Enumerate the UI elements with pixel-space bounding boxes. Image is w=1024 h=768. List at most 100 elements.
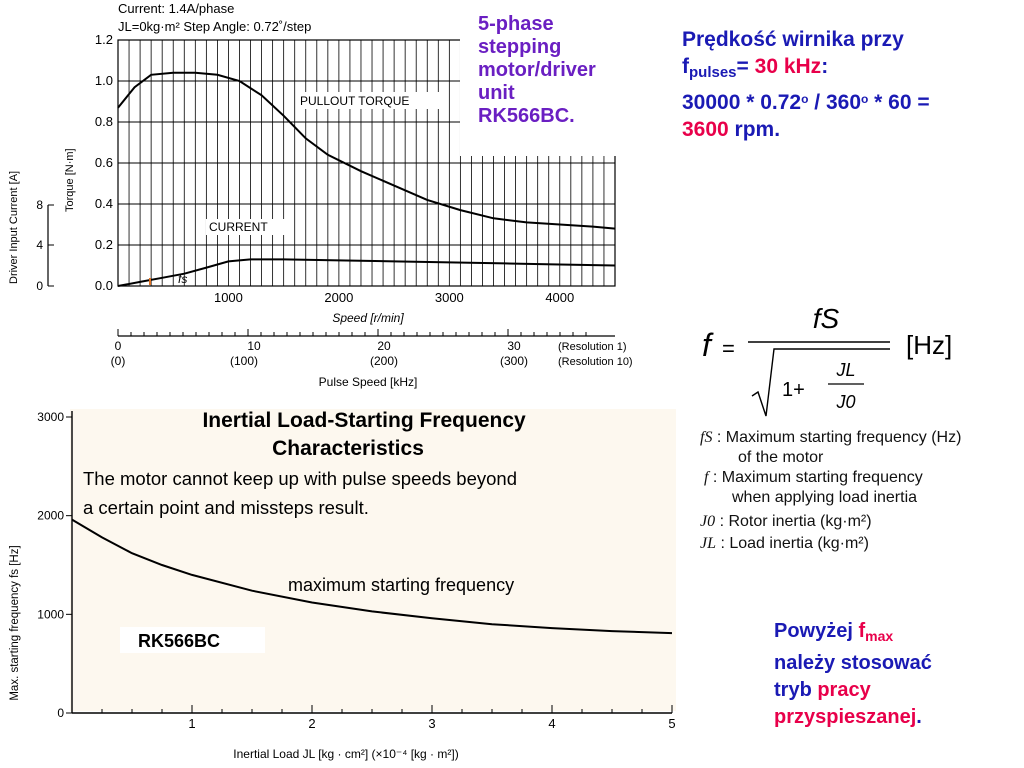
speed-axis-label: Speed [r/min] [332,311,404,325]
pulse-tick-label-res10: (100) [230,354,258,368]
rpm-result: 3600 [682,118,729,141]
starting-frequency-formula: f = fS 1+ JL J0 [Hz] [702,303,952,417]
fs-label: fs [178,272,187,286]
speed-f: f [682,55,689,78]
chart-subtitle-line2: a certain point and missteps result. [83,497,369,518]
legend-row: J0 : Rotor inertia (kg·m²) [700,512,1024,532]
product-label-box [460,8,632,156]
formula-j0: J0 [835,392,855,412]
torque-tick-label: 0.8 [95,114,113,129]
header-current: Current: 1.4A/phase [118,1,234,16]
frequency-tick-label: 0 [57,706,64,720]
formula-numerator: fS [813,303,840,334]
speed-line4: 3600 rpm. [682,116,1022,143]
formula-one-plus: 1+ [782,379,805,401]
legend-symbol: JL [700,535,716,552]
speed-tick-label: 2000 [324,290,353,305]
chart-title-line1: Inertial Load-Starting Frequency [202,409,526,432]
accel-line3: tryb pracy [774,677,1019,704]
accel-word1: Powyżej [774,620,859,642]
current-label: CURRENT [209,220,268,234]
pulse-tick-label-res10: (0) [111,354,126,368]
speed-deg: o [861,92,869,106]
speed-calc-b: / 360 [808,91,861,114]
speed-line1: Prędkość wirnika przy [682,28,904,51]
speed-tick-label: 4000 [545,290,574,305]
current-label-box [206,219,288,235]
model-label-box [120,627,265,653]
pulse-tick-label: 0 [115,339,122,353]
pulse-frequency-value: 30 kHz [754,55,822,78]
speed-eq: = [736,55,755,78]
acceleration-note: Powyżej fmax należy stosować tryb pracy … [774,618,1019,731]
legend-symbol: fS [700,429,713,446]
legend-row: JL : Load inertia (kg·m²) [700,534,1024,554]
legend-row: when applying load inertia [700,488,1024,508]
speed-line2: fpulses= 30 kHz: [682,53,1022,86]
series-line-current [117,258,616,287]
speed-deg: o [801,92,809,106]
torque-tick-label: 0.6 [95,155,113,170]
speed-tick-labels: 1000 2000 3000 4000 [214,290,574,305]
torque-tick-label: 0.0 [95,278,113,293]
resolution-1-label: (Resolution 1) [558,341,626,353]
accel-dot: . [916,706,922,728]
frequency-tick-label: 3000 [37,410,64,424]
legend-row: f : Maximum starting frequency [700,468,1024,488]
fmax-f: f [858,620,866,642]
product-label-line: unit [478,82,515,104]
chart-background [70,409,676,711]
legend-symbol: J0 [700,513,716,530]
chart-title-line2: Characteristics [272,437,424,460]
pulse-axis-ticks [117,329,587,336]
formula-sqrt-sign [751,348,890,417]
torque-tick-label: 1.0 [95,73,113,88]
torque-axis-label: Torque [N·m] [64,148,76,212]
torque-tick-label: 0.4 [95,196,113,211]
product-label-line: motor/driver [478,59,596,81]
top-chart-series [117,71,616,287]
torque-tick-label: 1.2 [95,32,113,47]
inertial-load-tick-label: 1 [188,716,195,731]
resolution-10-label: (Resolution 10) [558,356,633,368]
pulse-tick-label-res10: (300) [500,354,528,368]
inertial-load-tick-label: 4 [548,716,555,731]
speed-colon: : [821,55,829,78]
pulse-tick-label-res10: (200) [370,354,398,368]
formula-equals: = [722,336,735,361]
accel-line4: przyspieszanej. [774,704,1019,731]
pulse-tick-label: 10 [247,339,261,353]
current-tick-label: 4 [36,238,43,252]
frequency-tick-label: 2000 [37,509,64,523]
accel-tryb: tryb [774,679,818,701]
inertial-load-tick-label: 3 [428,716,435,731]
legend-text: : Load inertia (kg·m²) [720,535,869,552]
torque-speed-chart: Current: 1.4A/phase JL=0kg·m² Step Angle… [8,1,633,389]
formula-unit: [Hz] [906,330,952,360]
pullout-label-box [296,92,446,109]
rpm-unit: rpm. [728,118,781,141]
torque-tick-label: 0.2 [95,237,113,252]
current-tick-label: 0 [36,279,43,293]
product-label-line: stepping [478,36,561,58]
frequency-axis-label: Max. starting frequency fs [Hz] [9,545,21,700]
inertial-load-axis-label: Inertial Load JL [kg · cm²] (×10⁻⁴ [kg ·… [233,747,458,761]
product-label-line: RK566BC. [478,105,575,127]
fmax-sub: max [865,628,894,644]
accel-line1: Powyżej fmax [774,618,1019,650]
chart-subtitle: The motor cannot keep up with pulse spee… [83,468,522,518]
speed-calc-a: 30000 * 0.72 [682,91,802,114]
formula-legend: fS : Maximum starting frequency (Hz) of … [700,428,1024,554]
bottom-chart-axes: 0 1000 2000 3000 1 2 3 4 5 [37,410,675,731]
chart-title: Inertial Load-Starting Frequency Charact… [202,409,531,460]
chart-subtitle-line1: The motor cannot keep up with pulse spee… [83,468,517,489]
pulse-tick-label: 20 [377,339,391,353]
legend-text: : Rotor inertia (kg·m²) [719,513,872,530]
legend-symbol: f [704,469,709,486]
speed-tick-label: 1000 [214,290,243,305]
model-label: RK566BC [138,631,220,651]
product-label-line: 5-phase [478,13,554,35]
legend-text: : Maximum starting frequency (Hz) [716,429,962,446]
legend-row: fS : Maximum starting frequency (Hz) [700,428,1024,448]
